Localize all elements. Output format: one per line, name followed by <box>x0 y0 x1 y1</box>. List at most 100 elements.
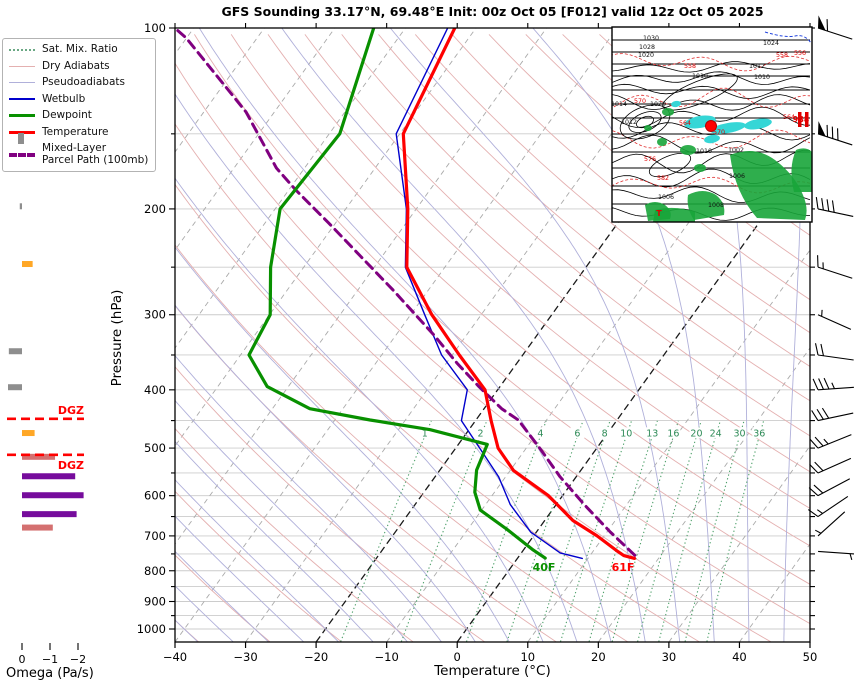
omega-bar <box>22 473 76 480</box>
mixing-ratio-label: 16 <box>667 428 679 439</box>
isotherm <box>175 28 618 642</box>
map-label: 1010 <box>692 73 708 80</box>
wind-barb <box>817 15 853 40</box>
pseudoadiabats <box>175 28 803 642</box>
temperature-line <box>401 28 637 561</box>
omega-bar <box>8 348 22 355</box>
wind-barb <box>814 343 854 361</box>
dry-adiabat <box>175 490 342 642</box>
mixing-label-bg <box>597 427 612 439</box>
map-precip-green <box>730 151 807 220</box>
barb-full <box>807 509 819 518</box>
map-label: 1008 <box>708 202 724 209</box>
barb-staff <box>817 27 853 40</box>
y-tick-label: 800 <box>144 564 166 578</box>
map-contour <box>612 71 811 85</box>
wind-barb <box>817 309 852 330</box>
pseudoadiabat <box>175 440 374 642</box>
map-label: 556 <box>794 50 806 57</box>
legend-gray-marker <box>18 132 24 144</box>
map-label: 570 <box>713 129 725 136</box>
legend-item-parcel: Mixed-Layer Parcel Path (100mb) <box>7 142 151 166</box>
mixing-label-bg <box>570 427 585 439</box>
omega-bar <box>22 492 84 499</box>
mixing-ratio-lines <box>340 420 765 642</box>
dewpoint-line <box>247 28 547 560</box>
pseudoadiabat <box>175 515 304 642</box>
barb-staff <box>817 478 851 497</box>
map-contour <box>612 61 811 73</box>
dry-adiabat <box>175 183 700 642</box>
wind-barb <box>807 495 849 518</box>
map-precip-cyan <box>671 100 681 108</box>
mixing-ratio-label: 30 <box>733 428 745 439</box>
map-label: 1014 <box>611 101 627 108</box>
barb-full <box>816 408 824 420</box>
barb-full <box>815 196 819 209</box>
map-precip-green-small <box>694 164 706 172</box>
barb-full <box>814 461 824 472</box>
mixing-ratio-line <box>684 420 745 642</box>
y-tick-label: 900 <box>144 594 166 608</box>
legend-label: Sat. Mix. Ratio <box>42 43 118 55</box>
map-label: 570 <box>634 98 646 105</box>
x-tick-label: −10 <box>375 650 399 664</box>
map-precip-cyan <box>744 118 772 130</box>
isotherm <box>175 28 265 153</box>
pseudoadiabat <box>389 28 681 642</box>
pseudoadiabat <box>175 93 578 642</box>
dry-adiabat <box>488 34 810 301</box>
dry-adiabat <box>194 34 810 585</box>
x-tick-label: −30 <box>233 650 257 664</box>
map-precip-cyan <box>704 134 720 144</box>
dry-adiabat <box>175 62 810 625</box>
map-precip-green <box>791 148 812 192</box>
dry-adiabat <box>451 34 810 334</box>
legend-swatch-parcel <box>9 152 35 157</box>
pseudoadiabat <box>175 354 442 642</box>
dgz-markers: DGZ DGZ <box>7 404 84 472</box>
barb-staff <box>817 511 846 537</box>
barb-staff <box>817 457 852 474</box>
legend-item-pseudo: Pseudoadiabats <box>7 76 151 89</box>
legend-label: Dewpoint <box>42 109 92 121</box>
dry-adiabat <box>341 34 810 437</box>
map-label: 1002 <box>728 147 744 154</box>
temperature-profile <box>401 28 637 561</box>
legend-item-satmix: Sat. Mix. Ratio <box>7 43 151 56</box>
map-precip-green <box>687 191 725 220</box>
barb-half <box>849 553 853 561</box>
pseudoadiabat <box>175 177 544 642</box>
map-label: 1020 <box>650 101 666 108</box>
barb-staff <box>817 314 852 330</box>
legend-swatch-dry <box>9 65 35 67</box>
barb-full <box>813 484 824 494</box>
dry-adiabat <box>175 244 628 642</box>
mixing-ratio-label: 4 <box>537 428 543 439</box>
chart-title: GFS Sounding 33.17°N, 69.48°E Init: 00z … <box>221 4 764 19</box>
barb-full <box>821 198 824 211</box>
barb-full <box>826 199 830 212</box>
mixing-ratio-line <box>706 420 765 642</box>
map-contour <box>612 134 811 154</box>
mixing-ratio-label: 8 <box>602 428 608 439</box>
map-label: 576 <box>644 156 656 163</box>
map-precip-cyan <box>710 122 746 134</box>
barb-full <box>814 343 819 356</box>
mixing-ratio-label: 1 <box>422 428 428 439</box>
mixing-label-bg <box>708 427 723 439</box>
map-label: 1006 <box>658 194 674 201</box>
map-contour <box>612 53 811 72</box>
barb-full <box>831 200 835 213</box>
legend-swatch-dewpoint <box>9 114 35 118</box>
barb-full <box>818 378 824 390</box>
barb-full <box>809 463 819 474</box>
map-label: 1024 <box>763 40 779 47</box>
barb-full <box>821 407 830 419</box>
wind-barbs <box>807 15 855 561</box>
barb-full <box>811 410 819 421</box>
x-tick-label: 30 <box>662 650 677 664</box>
isotherm <box>175 28 477 447</box>
x-tick-label: −40 <box>163 650 187 664</box>
